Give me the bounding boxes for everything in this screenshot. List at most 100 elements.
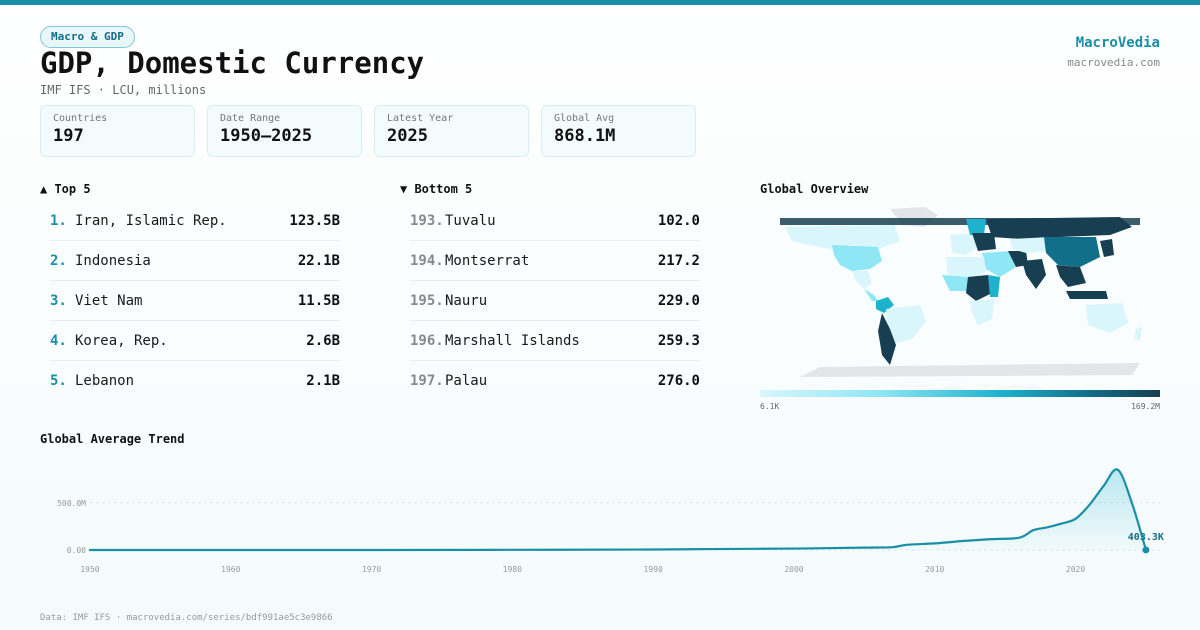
region-usa — [832, 245, 882, 271]
country-value: 11.5B — [297, 292, 340, 309]
trend-x-tick-label: 2010 — [925, 565, 944, 574]
trend-x-tick-labels: 1950 1960 1970 1980 1990 2000 2010 2020 — [80, 565, 1085, 574]
trend-x-tick-label: 1970 — [362, 565, 381, 574]
region-north-africa — [946, 257, 986, 277]
rank-number: 3. — [50, 292, 67, 309]
rank-number: 196. — [410, 332, 444, 349]
top5-row[interactable]: 3. Viet Nam 11.5B — [50, 281, 340, 321]
country-value: 2.6B — [306, 332, 340, 349]
region-russia — [986, 217, 1132, 239]
country-name: Palau — [445, 373, 488, 389]
country-name: Lebanon — [75, 373, 135, 389]
region-canada — [785, 225, 900, 249]
region-south-cone — [878, 313, 896, 365]
country-name: Marshall Islands — [445, 332, 580, 349]
top5-row[interactable]: 2. Indonesia 22.1B — [50, 241, 340, 281]
stat-value: 2025 — [387, 126, 428, 146]
region-east-africa — [988, 275, 1000, 297]
rank-number: 195. — [410, 292, 444, 309]
trend-x-tick-label: 1950 — [80, 565, 99, 574]
region-new-zealand — [1134, 327, 1142, 341]
page-title: GDP, Domestic Currency — [40, 46, 425, 80]
trend-heading: Global Average Trend — [40, 432, 185, 446]
rank-number: 2. — [50, 252, 67, 269]
trend-series-line — [88, 468, 1148, 552]
world-choropleth-map[interactable] — [760, 205, 1160, 385]
country-name: Tuvalu — [445, 212, 496, 229]
rank-number: 4. — [50, 332, 67, 349]
trend-end-point[interactable] — [1142, 546, 1150, 554]
source-footer[interactable]: Data: IMF IFS · macrovedia.com/series/bd… — [40, 613, 333, 623]
trend-x-tick-label: 1990 — [644, 565, 663, 574]
category-badge[interactable]: Macro & GDP — [40, 26, 135, 48]
stat-card-countries: Countries 197 — [40, 105, 195, 157]
country-value: 217.2 — [657, 252, 700, 269]
region-china — [1044, 237, 1100, 267]
map-legend-max: 169.2M — [1131, 402, 1160, 411]
rank-number: 193. — [410, 212, 444, 229]
bottom5-row[interactable]: 193. Tuvalu 102.0 — [410, 201, 700, 241]
trend-y-tick-labels: 0.00 500.0M — [57, 499, 86, 555]
stat-value: 1950–2025 — [220, 126, 313, 146]
rank-number: 5. — [50, 373, 67, 389]
trend-x-tick-label: 2020 — [1066, 565, 1085, 574]
bottom5-row[interactable]: 195. Nauru 229.0 — [410, 281, 700, 321]
bottom5-row[interactable]: 197. Palau 276.0 — [410, 361, 700, 401]
bottom5-row[interactable]: 194. Montserrat 217.2 — [410, 241, 700, 281]
stat-label: Global Avg — [554, 113, 615, 124]
global-average-trend-chart[interactable]: 0.00 500.0M 1950 1960 1970 1980 1990 2000 2010 2… — [40, 455, 1180, 580]
bottom5-row[interactable]: 196. Marshall Islands 259.3 — [410, 321, 700, 361]
top5-list: 1. Iran, Islamic Rep. 123.5B 2. Indonesi… — [50, 201, 340, 401]
bottom5-heading: ▼ Bottom 5 — [400, 182, 473, 196]
rank-number: 1. — [50, 212, 67, 229]
region-mexico — [852, 271, 872, 289]
trend-area-fill — [90, 469, 1146, 550]
region-australia — [1086, 303, 1128, 333]
brand-url[interactable]: macrovedia.com — [1067, 56, 1160, 69]
trend-x-tick-label: 1960 — [221, 565, 240, 574]
trend-x-tick-label: 1980 — [503, 565, 522, 574]
region-korea-japan — [1100, 239, 1114, 257]
region-southeast-asia — [1056, 265, 1086, 287]
country-name: Montserrat — [445, 252, 530, 269]
rank-number: 197. — [410, 373, 444, 389]
page-subtitle: IMF IFS · LCU, millions — [40, 83, 207, 97]
stat-label: Latest Year — [387, 113, 454, 124]
region-indonesia — [1066, 291, 1108, 299]
map-heading: Global Overview — [760, 182, 869, 196]
country-value: 22.1B — [297, 252, 340, 269]
top5-row[interactable]: 1. Iran, Islamic Rep. 123.5B — [50, 201, 340, 241]
country-name: Viet Nam — [75, 292, 143, 309]
brand-logo[interactable]: MacroVedia — [1075, 35, 1160, 51]
stat-label: Countries — [53, 113, 108, 124]
region-europe-east — [972, 233, 996, 251]
region-antarctica — [800, 363, 1140, 377]
country-name: Indonesia — [75, 252, 151, 269]
rank-number: 194. — [410, 252, 444, 269]
region-scandinavia — [966, 219, 986, 235]
country-value: 259.3 — [657, 332, 700, 349]
region-brazil — [886, 305, 926, 343]
trend-y-tick-label: 500.0M — [57, 499, 86, 508]
country-value: 123.5B — [289, 212, 340, 229]
region-middle-east — [982, 251, 1016, 277]
top5-row[interactable]: 5. Lebanon 2.1B — [50, 361, 340, 401]
map-legend-min: 6.1K — [760, 402, 780, 411]
top-accent-bar — [0, 0, 1200, 5]
region-arctic-strip — [780, 218, 1140, 225]
map-legend-bar — [760, 390, 1160, 397]
stat-value: 197 — [53, 126, 84, 146]
country-value: 2.1B — [306, 373, 340, 389]
country-name: Nauru — [445, 292, 488, 309]
country-name: Korea, Rep. — [75, 332, 168, 349]
stat-card-date-range: Date Range 1950–2025 — [207, 105, 362, 157]
stat-value: 868.1M — [554, 126, 616, 146]
stat-label: Date Range — [220, 113, 281, 124]
top5-row[interactable]: 4. Korea, Rep. 2.6B — [50, 321, 340, 361]
region-west-africa — [942, 275, 970, 291]
trend-end-label: 403.3K — [1128, 532, 1164, 543]
top5-heading: ▲ Top 5 — [40, 182, 91, 196]
region-colombia — [876, 297, 894, 313]
region-central-asia — [1010, 237, 1052, 253]
bottom5-list: 193. Tuvalu 102.0 194. Montserrat 217.2 … — [410, 201, 700, 401]
